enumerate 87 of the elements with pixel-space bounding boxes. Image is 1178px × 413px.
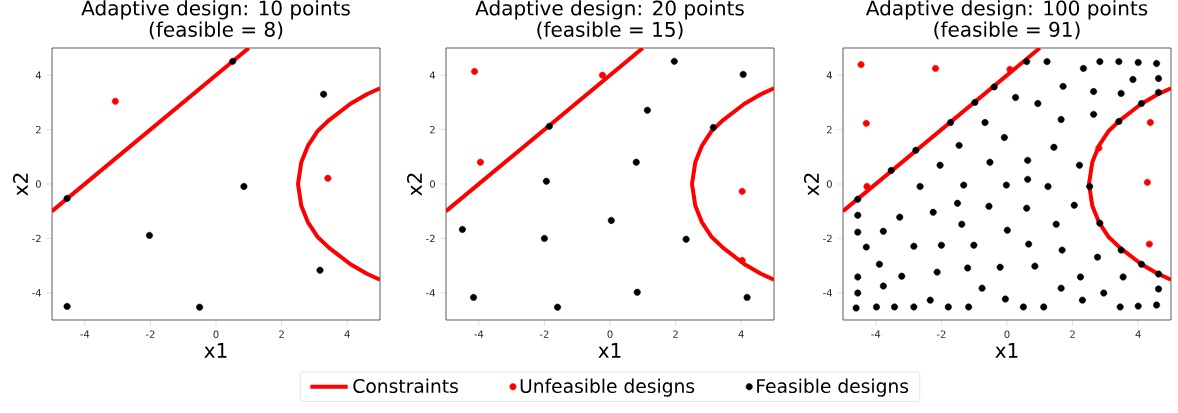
y-axis-title: x2 (12, 173, 28, 196)
x-axis-title: x1 (995, 343, 1018, 358)
y-tick-label: 2 (429, 125, 435, 134)
x-tick-label: 2 (673, 330, 678, 338)
x-tick-label: 0 (213, 330, 219, 338)
point (111, 97, 119, 105)
chart-title: Adaptive design: 20 points (475, 0, 744, 20)
x-tick-label: -4 (474, 330, 484, 338)
point (1146, 119, 1154, 126)
chart-subtitle: (feasible = 8) (149, 21, 283, 40)
point (554, 303, 561, 311)
x-tick-label: -4 (80, 330, 90, 338)
x-tick-label: -2 (936, 330, 946, 338)
point (743, 293, 751, 301)
point (63, 194, 71, 202)
point (598, 71, 606, 79)
chart-subtitle: (feasible = 15) (537, 21, 683, 40)
point (932, 64, 939, 72)
point (63, 302, 71, 310)
point (145, 231, 153, 239)
point (607, 216, 615, 224)
point (196, 303, 204, 311)
y-tick-label: 2 (826, 125, 832, 134)
point (1006, 66, 1014, 73)
line-series (296, 86, 381, 282)
point (324, 174, 332, 182)
point (682, 235, 690, 243)
x-tick-label: 0 (607, 330, 613, 338)
point (1145, 240, 1153, 248)
chart-title: Adaptive design: 100 points (865, 0, 1148, 20)
point (709, 123, 717, 131)
chart-title: Adaptive design: 10 points (81, 0, 350, 20)
point (545, 122, 553, 130)
y-axis-title: x2 (803, 173, 819, 196)
y-tick-label: 0 (826, 180, 832, 188)
legend-label: Constraints (353, 378, 458, 394)
point (470, 293, 478, 301)
point (738, 256, 746, 264)
y-tick-label: 4 (35, 71, 42, 79)
x-tick-label: 2 (279, 330, 284, 338)
y-tick-label: 4 (826, 71, 833, 79)
line-series (1087, 86, 1171, 282)
point (670, 57, 678, 65)
point (1143, 178, 1151, 186)
point (320, 90, 328, 98)
point (458, 225, 466, 233)
chart-subtitle: (feasible = 91) (934, 21, 1080, 40)
point (857, 61, 865, 69)
y-tick-label: -2 (426, 234, 435, 243)
x-tick-label: -4 (871, 330, 881, 338)
x-tick-label: 4 (344, 330, 350, 338)
point (240, 182, 248, 190)
point (540, 234, 548, 242)
x-axis-title: x1 (204, 343, 227, 358)
legend-label: Unfeasible designs (520, 378, 695, 397)
point (476, 158, 484, 166)
y-tick-label: 2 (35, 125, 41, 134)
point (739, 70, 747, 78)
y-tick-label: 4 (429, 71, 436, 79)
point (863, 182, 871, 190)
line-series (690, 86, 775, 282)
y-tick-label: 0 (429, 180, 435, 188)
point (1095, 144, 1103, 152)
y-tick-label: -2 (823, 234, 832, 243)
x-axis-title: x1 (598, 343, 621, 358)
point (229, 57, 237, 65)
x-tick-label: 2 (1070, 330, 1075, 338)
point (471, 67, 479, 75)
x-tick-label: -2 (539, 330, 549, 338)
point (862, 119, 870, 127)
point (643, 106, 651, 114)
y-tick-label: -4 (823, 289, 833, 297)
point (316, 266, 324, 274)
y-axis-title: x2 (406, 173, 422, 196)
y-tick-label: -4 (32, 289, 42, 297)
x-tick-label: 4 (1135, 330, 1141, 338)
y-tick-label: -2 (32, 234, 41, 243)
point (632, 158, 640, 166)
point (542, 177, 550, 185)
x-tick-label: 0 (1004, 330, 1010, 338)
y-tick-label: -4 (426, 289, 436, 297)
legend-label: Feasible designs (757, 378, 909, 397)
x-tick-label: 4 (738, 330, 744, 338)
point (633, 288, 641, 296)
x-tick-label: -2 (145, 330, 155, 338)
y-tick-label: 0 (35, 180, 41, 188)
point (738, 187, 746, 195)
